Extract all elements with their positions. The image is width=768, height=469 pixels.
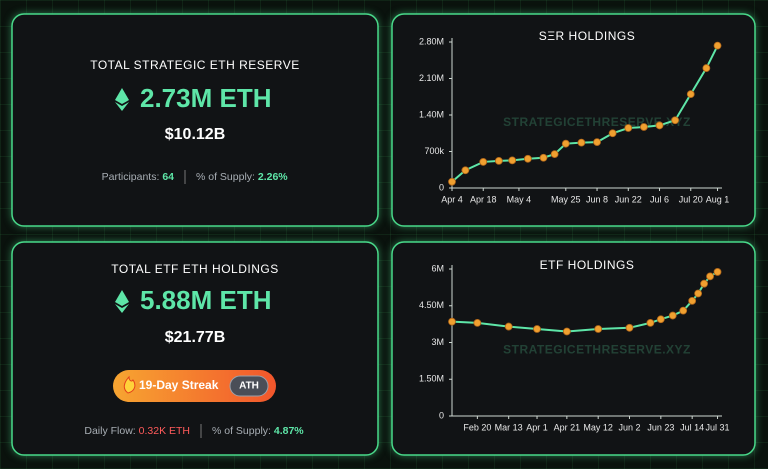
x-tick-label: Jun 23 [647, 422, 674, 432]
x-tick-label: Apr 21 [554, 422, 581, 432]
x-tick-label: Feb 20 [463, 422, 491, 432]
participants: Participants: 64 [102, 171, 175, 183]
data-point [706, 272, 714, 281]
y-tick-label: 6M [431, 263, 444, 273]
ser-chart-card [391, 13, 756, 227]
label: % of Supply: [196, 171, 255, 183]
y-tick-label: 1.50M [419, 374, 444, 384]
x-tick-label: Jul 20 [679, 194, 703, 204]
x-tick-label: Jul 14 [680, 422, 704, 432]
ath-text: ATH [239, 381, 259, 392]
daily-flow: Daily Flow: 0.32K ETH [84, 425, 190, 437]
data-point [539, 153, 548, 162]
data-point [504, 322, 513, 331]
x-tick-label: Jun 2 [618, 422, 640, 432]
value: 0.32K ETH [139, 425, 190, 437]
amount: 2.73M ETH [140, 83, 272, 113]
data-point [694, 289, 703, 298]
data-point [550, 150, 559, 159]
data-point [688, 296, 697, 305]
data-point [608, 129, 617, 138]
data-point [461, 166, 470, 175]
data-point [700, 279, 708, 288]
label: Daily Flow: [84, 425, 135, 437]
supply: % of Supply: 2.26% [196, 171, 288, 183]
y-tick-label: 700k [424, 146, 444, 156]
y-tick-label: 0 [439, 410, 444, 420]
data-point [655, 121, 664, 130]
x-tick-label: May 12 [583, 422, 613, 432]
y-tick-label: 1.40M [419, 109, 444, 119]
data-point [702, 64, 711, 72]
data-point [713, 268, 722, 276]
data-point [640, 123, 648, 131]
data-point [508, 156, 517, 165]
usd-value: $21.77B [165, 329, 226, 346]
value: 64 [162, 171, 174, 183]
eth-icon [115, 290, 129, 313]
x-tick-label: Mar 13 [495, 422, 523, 432]
watermark: STRATEGICETHRESERVE.XYZ [503, 343, 691, 357]
y-tick-label: 2.80M [419, 36, 444, 46]
data-point [562, 327, 571, 336]
data-point [533, 325, 541, 333]
data-point [624, 124, 633, 132]
amount: 5.88M ETH [140, 285, 272, 315]
data-point [523, 154, 532, 163]
card-title: TOTAL STRATEGIC ETH RESERVE [90, 58, 300, 72]
label: % of Supply: [212, 425, 271, 437]
data-point [448, 177, 456, 186]
x-tick-label: Jul 31 [706, 422, 730, 432]
y-tick-label: 3M [431, 337, 444, 347]
data-point [479, 158, 488, 166]
x-tick-label: Jul 6 [650, 194, 669, 204]
x-tick-label: Jun 8 [586, 194, 608, 204]
data-point [448, 317, 456, 326]
etf-card [11, 241, 379, 456]
chart-title: SΞR HOLDINGS [539, 29, 635, 43]
series-line [451, 271, 719, 333]
x-tick-label: May 25 [551, 194, 581, 204]
data-point [594, 325, 603, 333]
y-tick-label: 4.50M [419, 300, 444, 310]
usd-value: $10.12B [165, 126, 226, 143]
data-point [686, 90, 695, 99]
data-point [593, 138, 601, 147]
data-point [679, 306, 688, 315]
streak-text: 19-Day Streak [139, 378, 219, 392]
x-tick-label: Jun 22 [615, 194, 642, 204]
value: 2.26% [258, 171, 288, 183]
data-point [577, 138, 586, 147]
card-title: TOTAL ETF ETH HOLDINGS [111, 262, 278, 276]
data-point [625, 323, 634, 332]
label: Participants: [102, 171, 160, 183]
eth-icon [115, 88, 129, 111]
ath-badge [229, 375, 269, 397]
y-tick-label: 2.10M [419, 73, 444, 83]
data-point [671, 116, 680, 125]
value: 4.87% [274, 425, 304, 437]
chart-title: ETF HOLDINGS [540, 258, 635, 272]
flame-icon [123, 375, 136, 394]
data-point [494, 156, 503, 165]
data-point [713, 41, 722, 50]
reserve-card [11, 13, 379, 227]
x-tick-label: May 4 [507, 194, 532, 204]
x-tick-label: Apr 18 [470, 194, 497, 204]
x-tick-label: Apr 1 [526, 422, 548, 432]
data-point [473, 318, 482, 327]
data-point [646, 318, 655, 327]
data-point [668, 311, 677, 320]
x-tick-label: Apr 4 [441, 194, 463, 204]
etf-chart-card [391, 241, 756, 456]
x-tick-label: Aug 1 [706, 194, 730, 204]
supply: % of Supply: 4.87% [212, 425, 304, 437]
data-point [561, 139, 570, 148]
y-tick-label: 0 [439, 182, 444, 192]
data-point [656, 315, 665, 324]
